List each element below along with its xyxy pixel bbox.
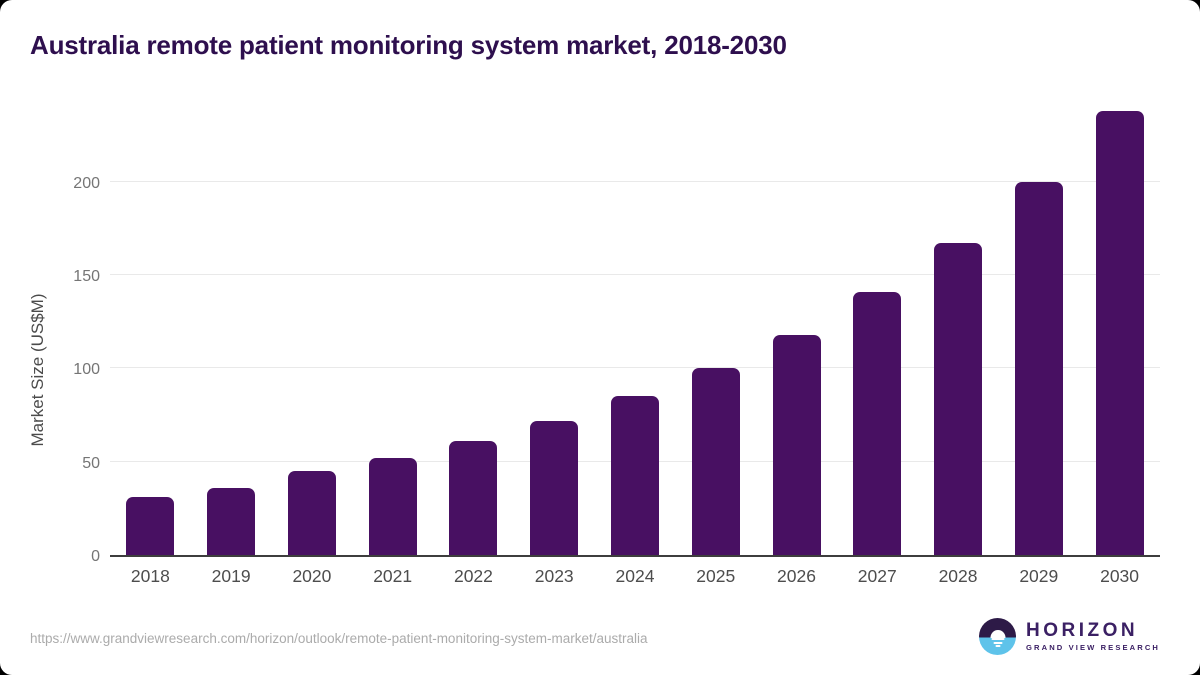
x-tick-label-2026: 2026 (777, 566, 816, 586)
source-url: https://www.grandviewresearch.com/horizo… (30, 631, 648, 646)
bar-2026[interactable] (772, 334, 821, 555)
x-tick-label-2021: 2021 (373, 566, 413, 586)
x-tick-label-2027: 2027 (857, 566, 897, 586)
x-tick-label-2025: 2025 (696, 566, 736, 586)
logo-text: HORIZON GRAND VIEW RESEARCH (1026, 621, 1160, 652)
bar-2023[interactable] (530, 420, 579, 555)
x-tick-label-2029: 2029 (1019, 566, 1059, 586)
bar-2019[interactable] (207, 487, 256, 555)
horizon-logo: HORIZON GRAND VIEW RESEARCH (979, 618, 1160, 655)
logo-name: HORIZON (1026, 620, 1139, 642)
plot-area (110, 109, 1160, 557)
horizon-sunrise-icon (979, 618, 1017, 655)
logo-subtitle: GRAND VIEW RESEARCH (1026, 642, 1160, 652)
y-axis-ticks: 0 50 100 150 200 (0, 109, 100, 565)
x-tick-label-2028: 2028 (938, 566, 978, 586)
bar-2028[interactable] (934, 243, 983, 555)
x-tick-label-2030: 2030 (1100, 566, 1140, 586)
gridline-200 (110, 180, 1160, 182)
x-axis-labels: 2018 2019 2020 2021 2022 2023 2024 2025 2026 2027… (110, 566, 1160, 587)
bar-2025[interactable] (691, 368, 740, 555)
x-tick-label-2019: 2019 (211, 566, 251, 586)
bar-2030[interactable] (1095, 110, 1144, 555)
bar-2021[interactable] (368, 457, 417, 555)
y-tick-label-50: 50 (82, 454, 100, 472)
bar-2029[interactable] (1014, 181, 1063, 555)
x-tick-label-2018: 2018 (130, 566, 170, 586)
y-tick-label-100: 100 (73, 361, 100, 379)
gridline-100 (110, 367, 1160, 369)
bar-2018[interactable] (126, 497, 175, 555)
x-tick-label-2023: 2023 (534, 566, 574, 586)
bar-2022[interactable] (449, 441, 498, 555)
chart-title: Australia remote patient monitoring syst… (30, 30, 787, 60)
x-tick-label-2022: 2022 (453, 566, 493, 586)
bar-2027[interactable] (853, 291, 902, 555)
x-tick-label-2020: 2020 (292, 566, 332, 586)
logo-sun-dome (990, 629, 1006, 638)
bar-2024[interactable] (610, 396, 659, 555)
logo-wave-line (991, 638, 1005, 641)
y-tick-label-200: 200 (73, 174, 100, 192)
y-tick-label-150: 150 (73, 268, 100, 285)
bar-2020[interactable] (287, 471, 336, 555)
x-tick-label-2024: 2024 (615, 566, 655, 586)
bars-row (110, 109, 1160, 555)
gridline-150 (110, 274, 1160, 275)
logo-wave-line (995, 645, 1001, 647)
logo-wave-line (993, 641, 1003, 644)
y-tick-label-0: 0 (91, 548, 100, 565)
